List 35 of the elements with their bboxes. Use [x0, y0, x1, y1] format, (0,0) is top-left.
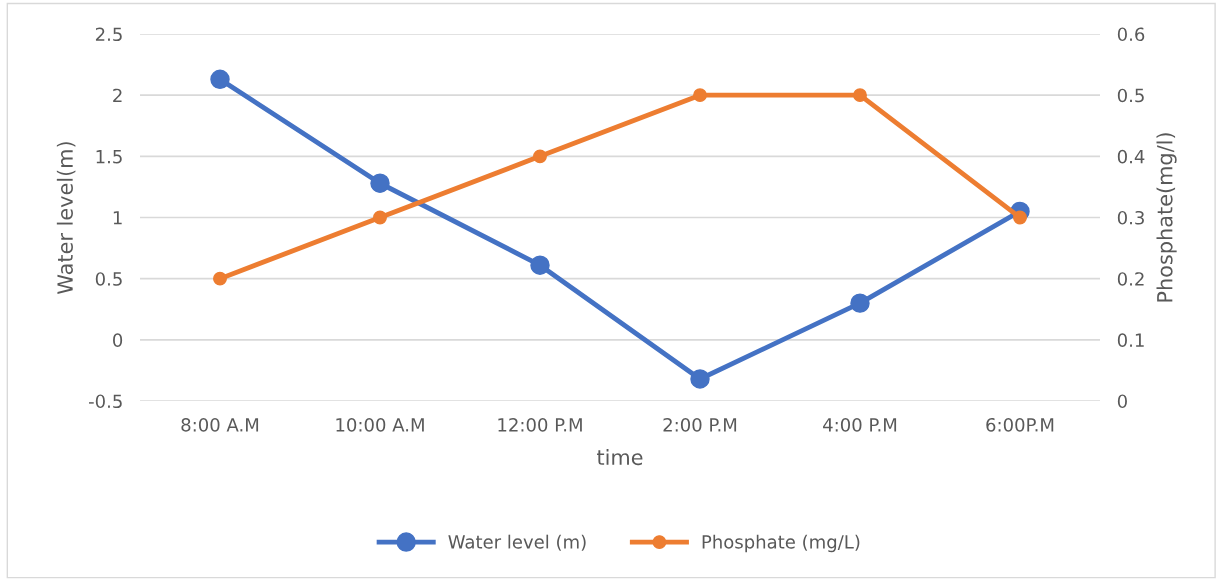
point	[850, 293, 870, 313]
y-tick-label: 1.5	[96, 150, 122, 164]
point	[690, 369, 710, 389]
y-tick-label: 2	[113, 88, 122, 103]
y-tick-label: -0.5	[88, 394, 122, 409]
x-axis-title: time	[597, 449, 643, 466]
point	[693, 88, 707, 103]
point	[373, 210, 387, 225]
point	[533, 149, 547, 164]
x-tick-label: 10:00 A.M	[336, 417, 424, 432]
y2-tick-label: 0.1	[1117, 333, 1144, 347]
x-tick-label: 4:00 P.M	[823, 417, 897, 432]
y-tick-label: 0.5	[95, 272, 122, 286]
point	[530, 255, 550, 275]
point	[853, 88, 867, 103]
point	[210, 69, 230, 89]
point	[370, 173, 390, 193]
y-tick-label: 1	[113, 211, 122, 225]
x-tick-label: 2:00 P.M	[663, 417, 737, 432]
x-tick-label: 8:00 A.M	[181, 417, 259, 432]
y2-tick-label: 0.6	[1117, 27, 1145, 42]
y2-tick-label: 0.3	[1117, 210, 1144, 225]
point	[213, 271, 227, 286]
y2-tick-label: 0.4	[1117, 149, 1145, 164]
legend-label: Phosphate (mg/L)	[702, 534, 860, 553]
y2-tick-label: 0.5	[1117, 88, 1144, 103]
y-tick-label: 0	[113, 333, 123, 347]
y-axis-title: Water level(m)	[56, 142, 76, 294]
x-tick-label: 6:00P.M	[986, 417, 1054, 432]
y-tick-label: 2.5	[95, 27, 122, 42]
x-tick-label: 12:00 P.M	[498, 417, 582, 432]
legend-label: Water level (m)	[448, 534, 586, 551]
y2-tick-label: 0.2	[1117, 272, 1144, 286]
y2-axis-title: Phosphate(mg/l)	[1156, 133, 1177, 302]
y2-tick-label: 0	[1117, 394, 1127, 409]
